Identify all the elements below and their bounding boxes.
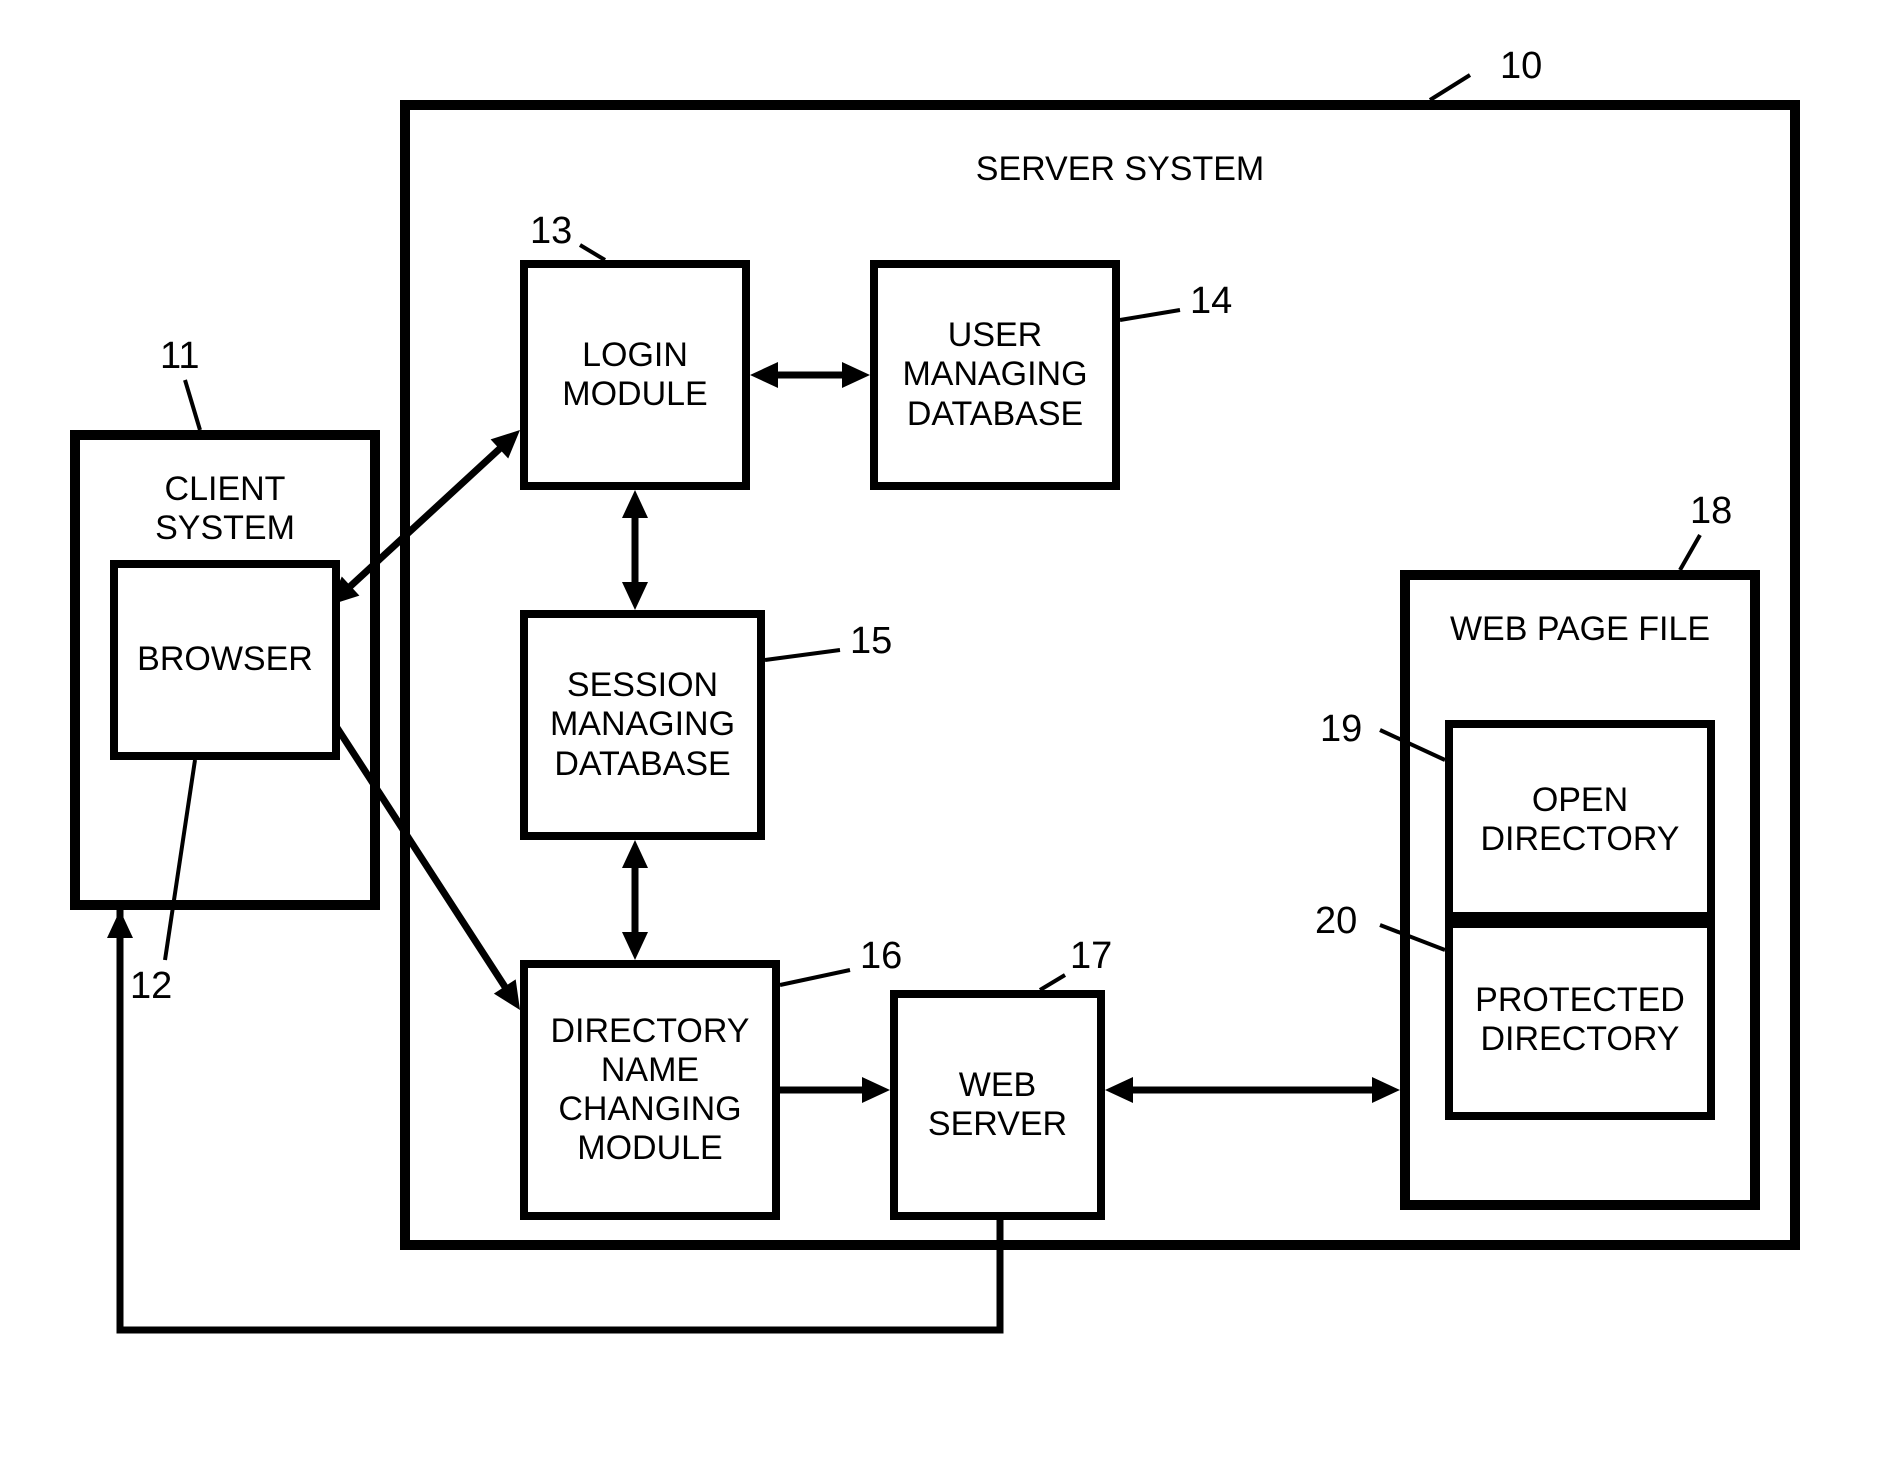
ref-r11: 11 [160,335,199,378]
ref-r16: 16 [860,935,902,978]
box-dir_module: DIRECTORY NAME CHANGING MODULE [520,960,780,1220]
title-server_system: SERVER SYSTEM [960,150,1280,189]
ref-r20: 20 [1315,900,1357,943]
ref-r18: 18 [1690,490,1732,533]
box-web_server: WEB SERVER [890,990,1105,1220]
ref-r15: 15 [850,620,892,663]
ref-r12: 12 [130,965,172,1008]
ref-r14: 14 [1190,280,1232,323]
box-protected_dir: PROTECTED DIRECTORY [1445,920,1715,1120]
ref-r13: 13 [530,210,572,253]
title-client_system: CLIENT SYSTEM [95,470,355,548]
ref-r19: 19 [1320,708,1362,751]
box-session_db: SESSION MANAGING DATABASE [520,610,765,840]
ref-r10: 10 [1500,45,1542,88]
box-user_db: USER MANAGING DATABASE [870,260,1120,490]
ref-r17: 17 [1070,935,1112,978]
box-open_dir: OPEN DIRECTORY [1445,720,1715,920]
title-web_page_file: WEB PAGE FILE [1440,610,1720,649]
box-login_module: LOGIN MODULE [520,260,750,490]
box-browser: BROWSER [110,560,340,760]
diagram-stage: SERVER SYSTEM CLIENT SYSTEM WEB PAGE FILE B… [0,0,1889,1473]
